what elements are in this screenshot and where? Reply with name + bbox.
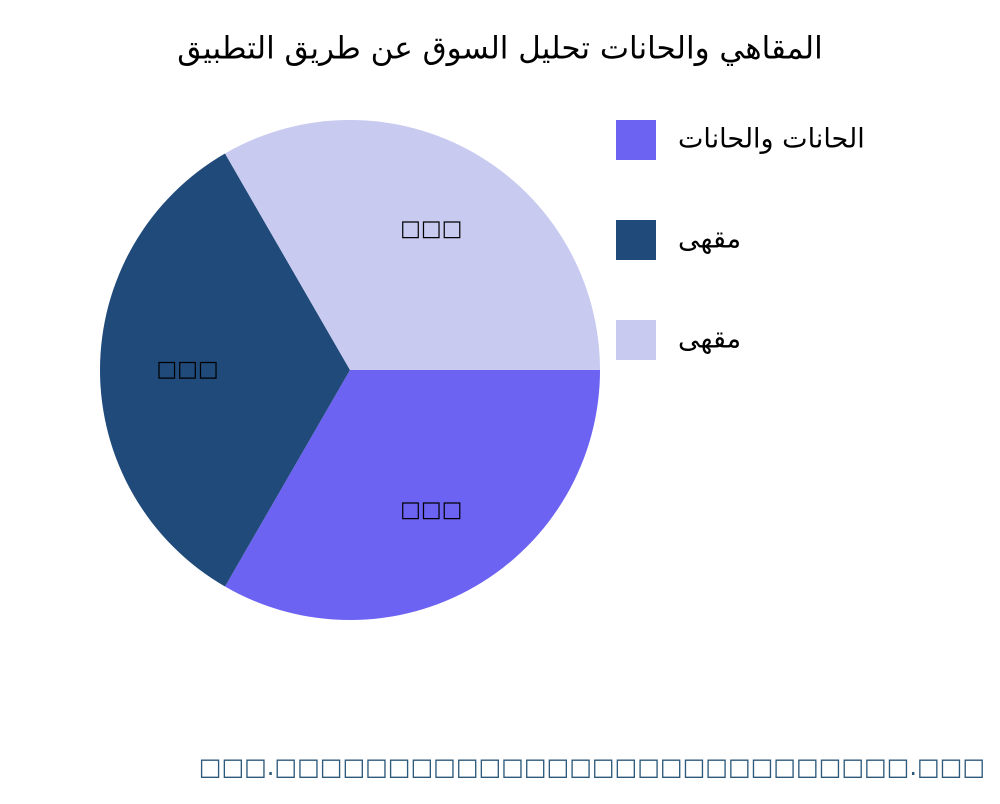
legend-swatch [616, 320, 656, 360]
legend-label: مقهى [678, 224, 741, 255]
value-label: □□□ [400, 216, 462, 241]
chart-title: المقاهي والحانات تحليل السوق عن طريق الت… [177, 31, 822, 67]
legend-swatch [616, 120, 656, 160]
value-label: □□□ [400, 498, 462, 523]
legend-label: مقهى [678, 324, 741, 355]
pie-slice [225, 119, 600, 370]
pie-slice [225, 370, 600, 620]
legend-swatch [616, 220, 656, 260]
legend-label: الحانات والحانات [678, 124, 865, 155]
footer: □□□.□□□□□□□□□□□□□□□□□□□□□□□□□□□□.□□□ [199, 753, 985, 781]
value-label: □□□ [156, 357, 218, 382]
